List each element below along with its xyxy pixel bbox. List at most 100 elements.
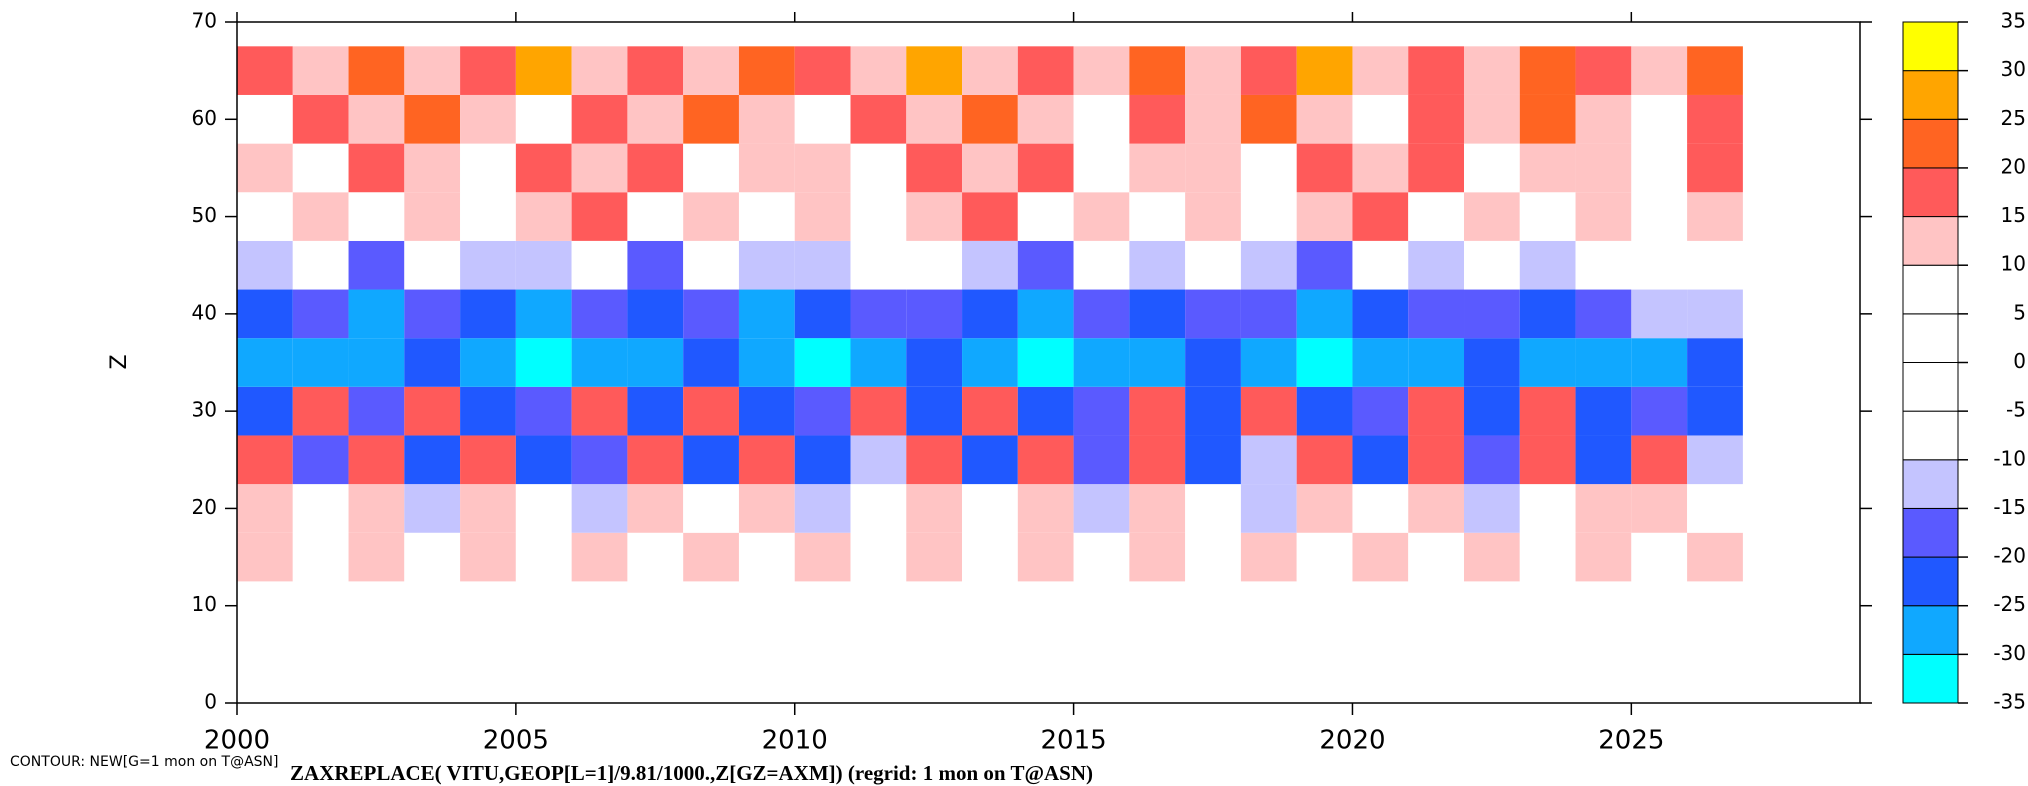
cell (1296, 435, 1353, 485)
cell (348, 192, 405, 241)
cell (515, 240, 572, 290)
cell (683, 240, 739, 290)
cell (571, 630, 628, 679)
colorbar-label: -30 (1993, 641, 2026, 665)
cell (1352, 192, 1409, 241)
cell (738, 435, 795, 485)
cell (237, 532, 293, 582)
cell (404, 630, 461, 679)
cell (1129, 532, 1186, 582)
y-tick-label: 20 (192, 495, 217, 519)
cell (1408, 484, 1465, 533)
cell (1129, 435, 1186, 485)
cell (1687, 338, 1743, 387)
cell (1352, 94, 1409, 144)
cell (1631, 240, 1688, 290)
cell (1073, 289, 1130, 339)
cell (1073, 192, 1130, 241)
cell (906, 435, 963, 485)
cell (1240, 484, 1297, 533)
cell (237, 143, 293, 193)
cell (292, 435, 349, 485)
cell (1687, 143, 1743, 193)
cell (794, 484, 851, 533)
colorbar-label: 5 (2013, 300, 2026, 324)
cell (627, 435, 684, 485)
cell (404, 289, 461, 339)
cell (906, 581, 963, 631)
cell (1519, 94, 1576, 144)
cell (906, 630, 963, 679)
cell (1631, 630, 1688, 679)
cell (1575, 435, 1632, 485)
cell (1519, 192, 1576, 241)
cell (571, 46, 628, 95)
cell (1519, 435, 1576, 485)
cell (1296, 240, 1353, 290)
y-tick-label: 60 (192, 106, 217, 130)
cell (404, 240, 461, 290)
cell (1185, 192, 1241, 241)
colorbar-swatch (1902, 605, 1959, 655)
cell (1519, 386, 1576, 436)
cell (1296, 338, 1353, 387)
cell (1296, 484, 1353, 533)
colorbar-label: -5 (2006, 398, 2026, 422)
cell (348, 435, 405, 485)
cell (1519, 46, 1576, 95)
cell (794, 581, 851, 631)
cell (683, 338, 739, 387)
cell (1687, 630, 1743, 679)
cell (237, 46, 293, 95)
cell (515, 532, 572, 582)
cell (794, 386, 851, 436)
colorbar-label: 35 (2001, 9, 2026, 33)
cell (1687, 386, 1743, 436)
cell (1017, 338, 1074, 387)
cell (1464, 338, 1520, 387)
cell (1240, 94, 1297, 144)
cell (1296, 46, 1353, 95)
cell (1352, 143, 1409, 193)
cell (571, 386, 628, 436)
cell (1017, 484, 1074, 533)
cell (571, 240, 628, 290)
cell (404, 143, 461, 193)
cell (460, 143, 516, 193)
colorbar-label: 20 (2001, 154, 2026, 178)
cell (1129, 240, 1186, 290)
cell (515, 143, 572, 193)
cell (794, 532, 851, 582)
cell (237, 192, 293, 241)
cell (738, 338, 795, 387)
cell (404, 192, 461, 241)
cell (906, 46, 963, 95)
cell (962, 581, 1018, 631)
cell (1408, 289, 1465, 339)
cell (1017, 192, 1074, 241)
cell (1687, 46, 1743, 95)
cell (794, 338, 851, 387)
cell (1017, 46, 1074, 95)
cell (1073, 435, 1130, 485)
cell (1017, 435, 1074, 485)
cell (460, 240, 516, 290)
colorbar-swatch (1902, 167, 1959, 218)
cell (1464, 484, 1520, 533)
cell (460, 435, 516, 485)
cell (460, 581, 516, 631)
cell (1073, 46, 1130, 95)
cell (1240, 143, 1297, 193)
cell (906, 240, 963, 290)
cell (1408, 435, 1465, 485)
cell (348, 143, 405, 193)
cell (571, 532, 628, 582)
cell (1575, 46, 1632, 95)
cell (404, 46, 461, 95)
cell (292, 143, 349, 193)
cell (1073, 532, 1130, 582)
cell (1352, 386, 1409, 436)
cell (627, 630, 684, 679)
cell (1575, 484, 1632, 533)
cell (348, 484, 405, 533)
